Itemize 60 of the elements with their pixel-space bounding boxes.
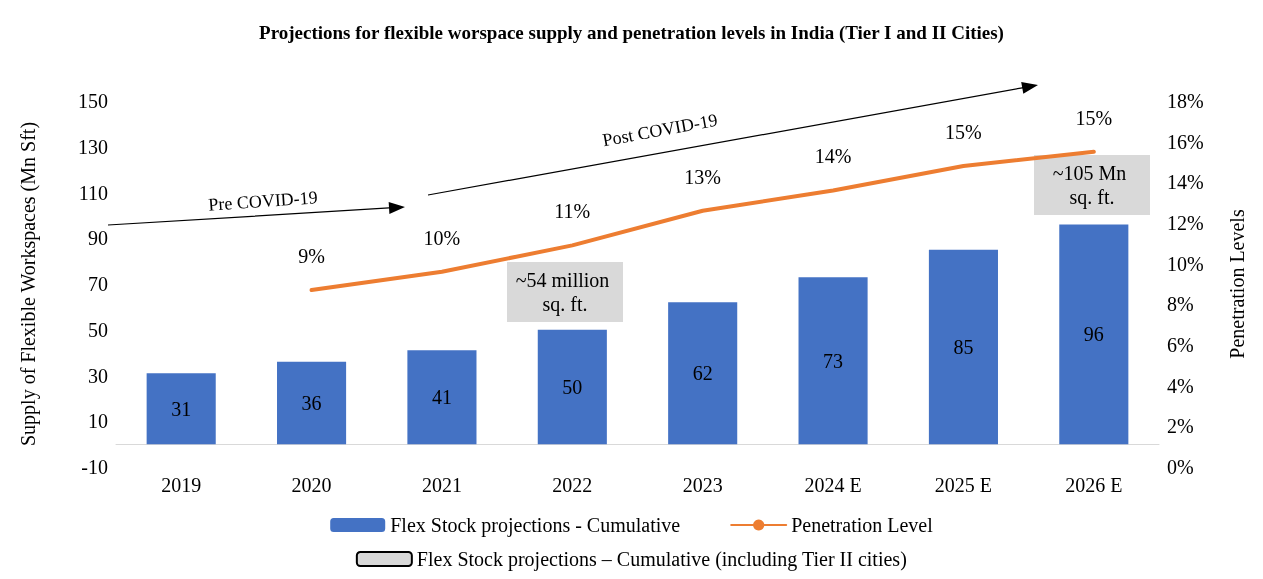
y2-tick-label: 16% [1167,130,1204,153]
y2-tick-label: 10% [1167,252,1204,275]
y-tick-label: 90 [88,227,108,250]
data-label: 50 [562,375,583,398]
chart-title: Projections for flexible worspace supply and penetration levels in India (Tier I and II Cities) [259,22,1004,44]
y2-tick-label: 2% [1167,415,1194,438]
y-tick-label: 130 [78,135,108,158]
y-tick-label: 70 [88,273,108,295]
annotation: ~54 million sq. ft. [515,269,615,316]
bar [407,350,477,445]
data-label: 62 [692,362,713,385]
data-label: 11% [554,200,591,223]
y2-tick-label: 8% [1167,293,1194,316]
bar [537,329,607,445]
data-label: 96 [1083,323,1104,346]
data-label: 9% [298,245,325,268]
annotation: Pre COVID-19 [207,187,319,215]
x-tick-label: 2025 E [934,474,993,496]
x-tick-label: 2023 [682,474,723,496]
y-tick-label: 30 [88,364,108,387]
data-label: 10% [423,226,461,249]
y2-tick-label: 4% [1167,374,1194,397]
bar [146,373,216,445]
x-tick-label: 2022 [552,474,593,496]
y2-tick-label: 14% [1167,171,1204,194]
data-label: 31 [171,397,192,420]
y-tick-label: 110 [78,181,108,204]
y-tick-label: 50 [88,318,108,341]
data-label: 14% [814,145,852,168]
y2-tick-label: 12% [1167,212,1204,234]
legend-label: Flex Stock projections – Cumulative (including Tier II cities) [416,548,907,571]
y2-tick-label: 6% [1167,334,1194,356]
annotation: Post COVID-19 [600,109,720,151]
y2-tick-label: 0% [1167,456,1194,478]
x-tick-label: 2019 [161,474,202,496]
data-label: 36 [301,391,322,414]
data-label: 85 [953,335,974,358]
bar [668,302,738,445]
y-tick-label: -10 [81,456,108,478]
y-tick-label: 10 [88,410,108,433]
bar [1059,224,1129,445]
legend-label: Penetration Level [791,514,934,536]
data-label: 41 [431,386,452,409]
x-tick-label: 2020 [291,474,332,496]
bar [928,249,998,445]
y2-tick-label: 18% [1167,90,1204,112]
legend-label: Flex Stock projections - Cumulative [390,514,681,537]
annotation: ~105 Mn sq. ft. [1052,162,1132,209]
y-axis-title: Supply of Flexible Workspaces (Mn Sft) [17,121,40,447]
bar [798,277,868,445]
bar [277,361,347,445]
x-tick-label: 2024 E [804,474,862,496]
x-tick-label: 2026 E [1065,474,1123,496]
data-label: 73 [823,349,844,372]
data-label: 15% [945,121,982,144]
y-tick-label: 150 [78,90,108,112]
y2-axis-title: Penetration Levels [1226,209,1248,359]
data-label: 13% [684,165,722,188]
x-tick-label: 2021 [421,474,462,496]
data-label: 15% [1075,106,1113,129]
